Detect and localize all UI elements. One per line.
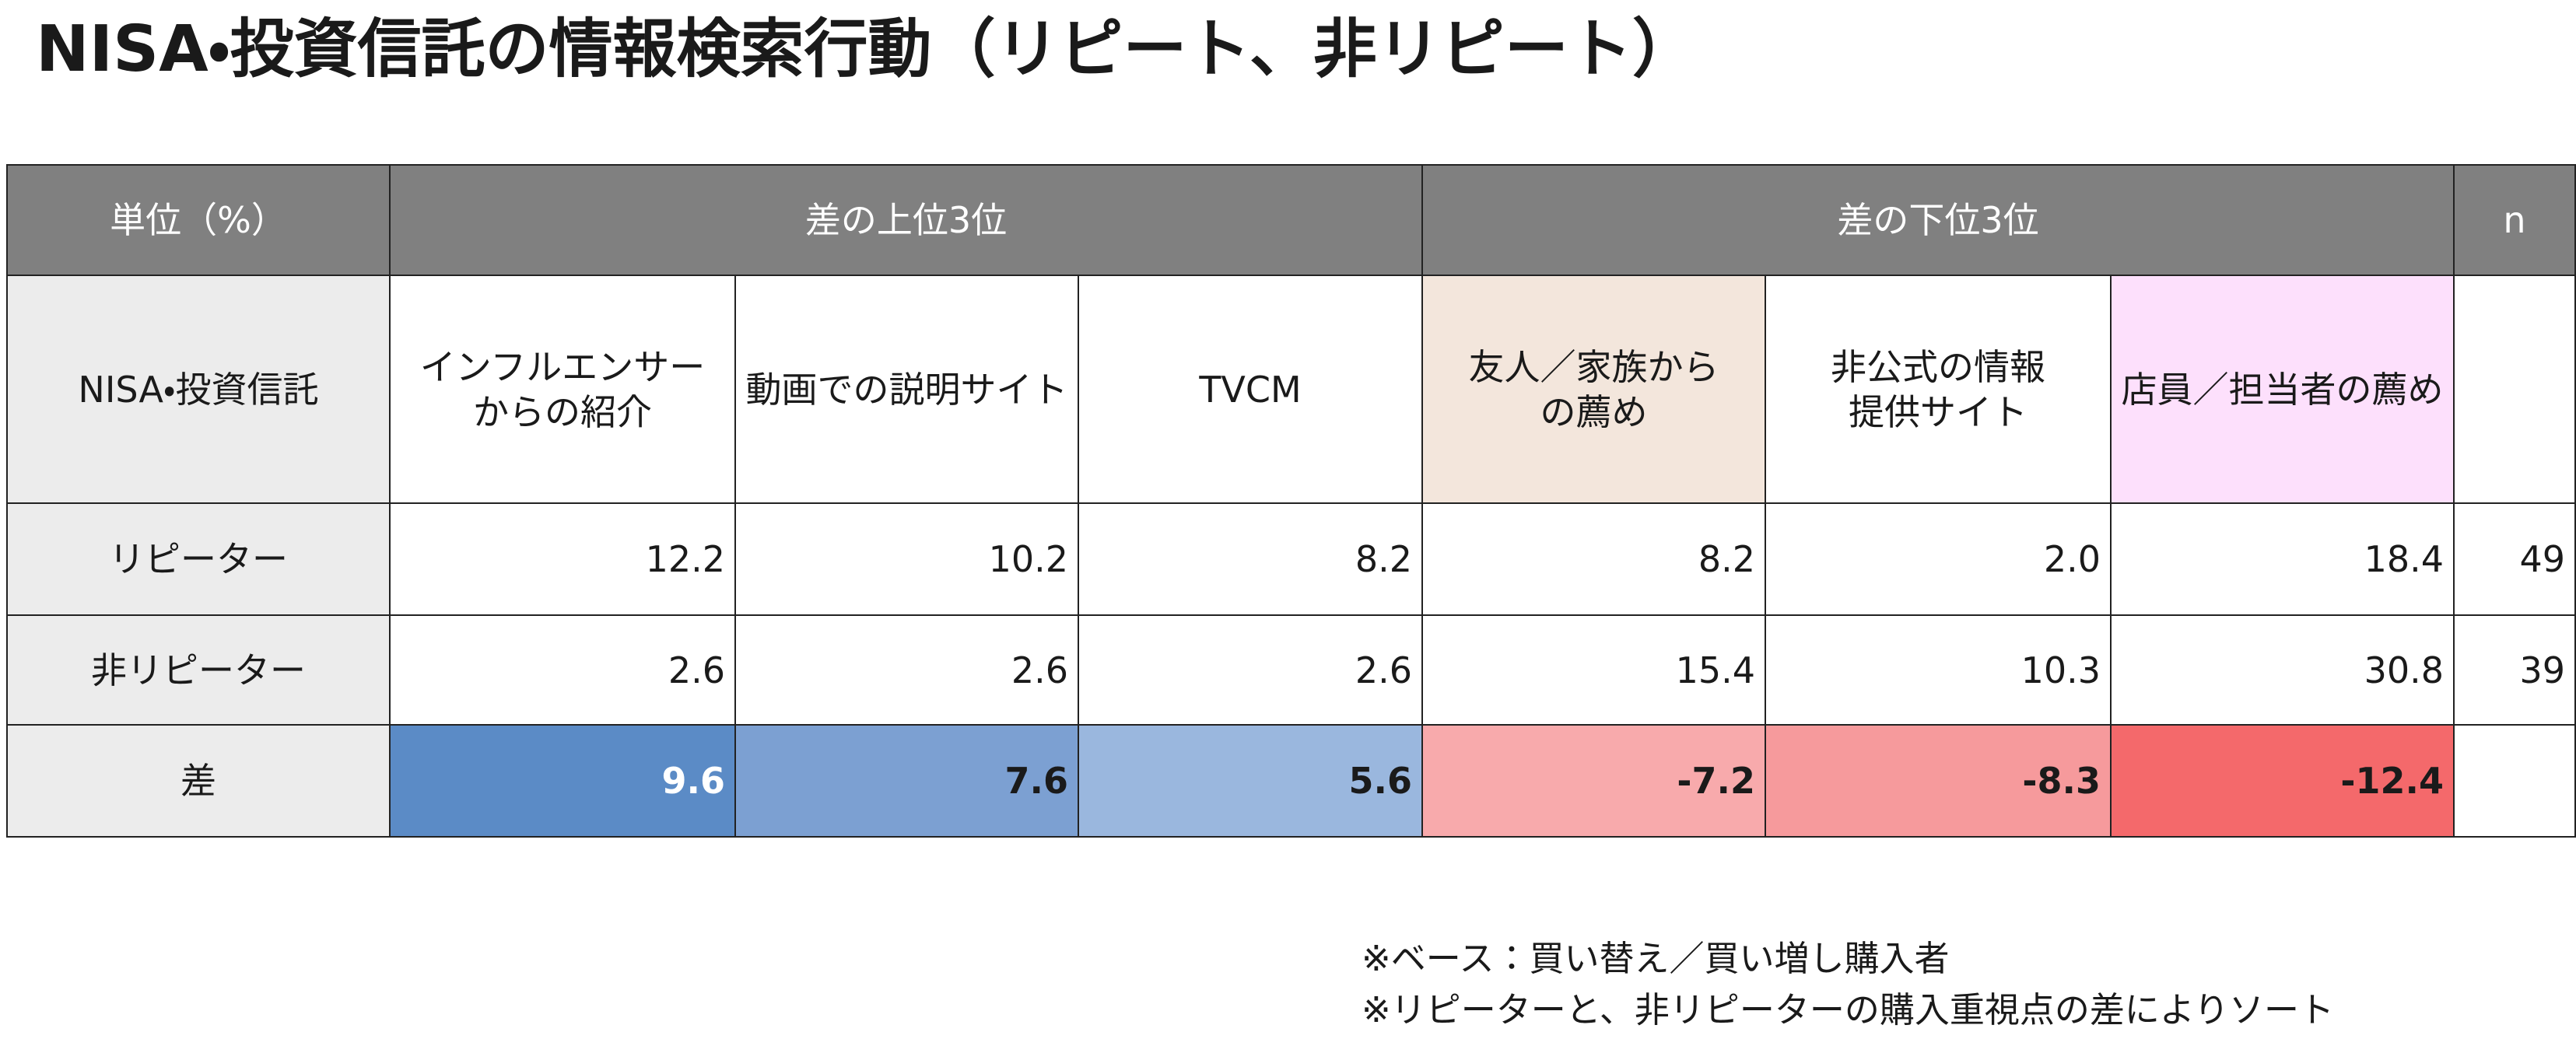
value-cell: 7.6 xyxy=(734,724,1079,838)
row-label: 非リピーター xyxy=(6,614,391,726)
header-cell: 差の上位3位 xyxy=(389,164,1423,276)
value-cell: 5.6 xyxy=(1078,724,1423,838)
subheader-row: NISA・投資信託 インフルエンサー からの紹介 動画での説明サイト TVCM 友人／家… xyxy=(6,275,2576,504)
note: ※ベース：買い替え／買い増し購入者 xyxy=(1362,938,1950,979)
column-header: 動画での説明サイト xyxy=(734,275,1079,504)
value-cell: 10.2 xyxy=(734,502,1079,616)
value-cell: -12.4 xyxy=(2110,724,2455,838)
value-cell: 18.4 xyxy=(2110,502,2455,616)
value-cell: 2.6 xyxy=(734,614,1079,726)
value-cell: 15.4 xyxy=(1421,614,1766,726)
row-label: NISA・投資信託 xyxy=(6,275,391,504)
header-cell: 単位（%） xyxy=(6,164,391,276)
n-cell: 49 xyxy=(2453,502,2576,616)
row-label: リピーター xyxy=(6,502,391,616)
data-table: 単位（%） 差の上位3位 差の下位3位 n NISA・投資信託 インフルエンサー からの紹… xyxy=(6,164,2576,838)
value-cell: 2.0 xyxy=(1765,502,2112,616)
table-body: 単位（%） 差の上位3位 差の下位3位 n NISA・投資信託 インフルエンサー からの紹… xyxy=(6,164,2576,838)
column-header: 友人／家族から の薦め xyxy=(1421,275,1766,504)
column-header: TVCM xyxy=(1078,275,1423,504)
empty-cell xyxy=(2453,275,2576,504)
value-cell: 9.6 xyxy=(389,724,736,838)
note: ※リピーターと、非リピーターの購入重視点の差によりソート xyxy=(1362,989,2335,1030)
header-cell: n xyxy=(2453,164,2576,276)
value-cell: 12.2 xyxy=(389,502,736,616)
header-cell: 差の下位3位 xyxy=(1421,164,2455,276)
row-label: 差 xyxy=(6,724,391,838)
value-cell: 8.2 xyxy=(1078,502,1423,616)
data-row: リピーター 12.2 10.2 8.2 8.2 2.0 18.4 49 xyxy=(6,502,2576,616)
value-cell: 30.8 xyxy=(2110,614,2455,726)
column-header: インフルエンサー からの紹介 xyxy=(389,275,736,504)
column-header: 非公式の情報 提供サイト xyxy=(1765,275,2112,504)
notes: ※ベース：買い替え／買い増し購入者 ※リピーターと、非リピーターの購入重視点の差に… xyxy=(1362,933,2334,1036)
value-cell: 10.3 xyxy=(1765,614,2112,726)
value-cell: 2.6 xyxy=(1078,614,1423,726)
header-row: 単位（%） 差の上位3位 差の下位3位 n xyxy=(6,164,2576,276)
value-cell: -7.2 xyxy=(1421,724,1766,838)
column-header: 店員／担当者の薦め xyxy=(2110,275,2455,504)
title: NISA・投資信託の情報検索行動（リピート、非リピート） xyxy=(36,12,1696,86)
data-row: 非リピーター 2.6 2.6 2.6 15.4 10.3 30.8 39 xyxy=(6,614,2576,726)
n-cell: 39 xyxy=(2453,614,2576,726)
value-cell: 2.6 xyxy=(389,614,736,726)
value-cell: -8.3 xyxy=(1765,724,2112,838)
empty-cell xyxy=(2453,724,2576,838)
data-row: 差 9.6 7.6 5.6 -7.2 -8.3 -12.4 xyxy=(6,724,2576,838)
value-cell: 8.2 xyxy=(1421,502,1766,616)
